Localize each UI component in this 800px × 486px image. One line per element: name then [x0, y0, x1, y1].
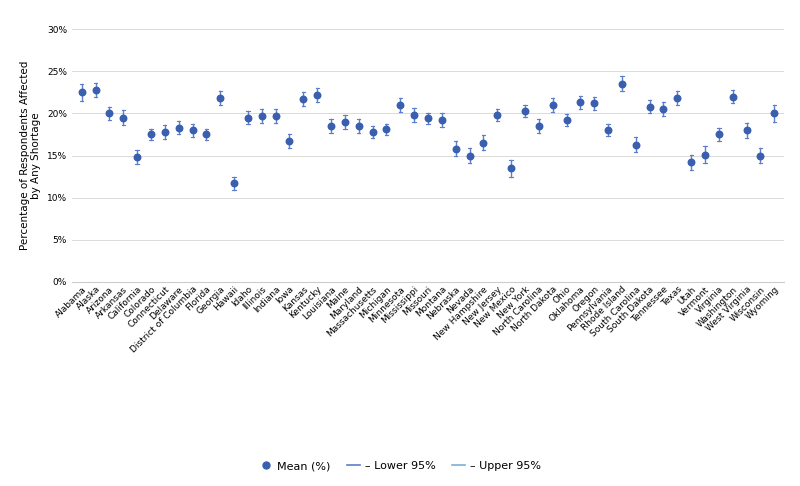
- Point: [283, 138, 296, 145]
- Point: [242, 114, 254, 122]
- Point: [643, 103, 656, 110]
- Point: [560, 116, 573, 124]
- Point: [533, 122, 546, 130]
- Point: [671, 94, 684, 102]
- Y-axis label: Percentage of Respondents Affected
by Any Shortage: Percentage of Respondents Affected by An…: [20, 61, 42, 250]
- Point: [491, 111, 504, 119]
- Point: [726, 93, 739, 101]
- Point: [380, 125, 393, 133]
- Point: [602, 126, 614, 134]
- Point: [366, 128, 379, 136]
- Point: [145, 131, 158, 139]
- Point: [103, 109, 116, 117]
- Point: [768, 109, 781, 117]
- Point: [228, 179, 241, 187]
- Point: [615, 80, 628, 88]
- Point: [310, 91, 323, 99]
- Point: [422, 115, 434, 122]
- Point: [338, 118, 351, 126]
- Point: [352, 122, 365, 130]
- Point: [505, 164, 518, 172]
- Point: [463, 152, 476, 159]
- Point: [117, 114, 130, 122]
- Point: [214, 94, 226, 102]
- Point: [172, 124, 185, 132]
- Point: [394, 101, 406, 109]
- Point: [685, 158, 698, 166]
- Point: [574, 99, 586, 106]
- Point: [75, 88, 88, 96]
- Point: [630, 140, 642, 148]
- Point: [158, 128, 171, 136]
- Point: [435, 116, 448, 124]
- Point: [325, 122, 338, 130]
- Point: [200, 131, 213, 139]
- Point: [270, 112, 282, 120]
- Legend: Mean (%), – Lower 95%, – Upper 95%: Mean (%), – Lower 95%, – Upper 95%: [254, 457, 546, 476]
- Point: [89, 86, 102, 94]
- Point: [518, 107, 531, 115]
- Point: [546, 101, 559, 109]
- Point: [408, 111, 421, 119]
- Point: [657, 105, 670, 113]
- Point: [255, 112, 268, 120]
- Point: [297, 95, 310, 103]
- Point: [713, 131, 726, 139]
- Point: [588, 100, 601, 107]
- Point: [477, 139, 490, 147]
- Point: [450, 145, 462, 153]
- Point: [186, 126, 199, 134]
- Point: [130, 153, 143, 161]
- Point: [698, 151, 711, 158]
- Point: [754, 152, 767, 159]
- Point: [740, 126, 753, 134]
